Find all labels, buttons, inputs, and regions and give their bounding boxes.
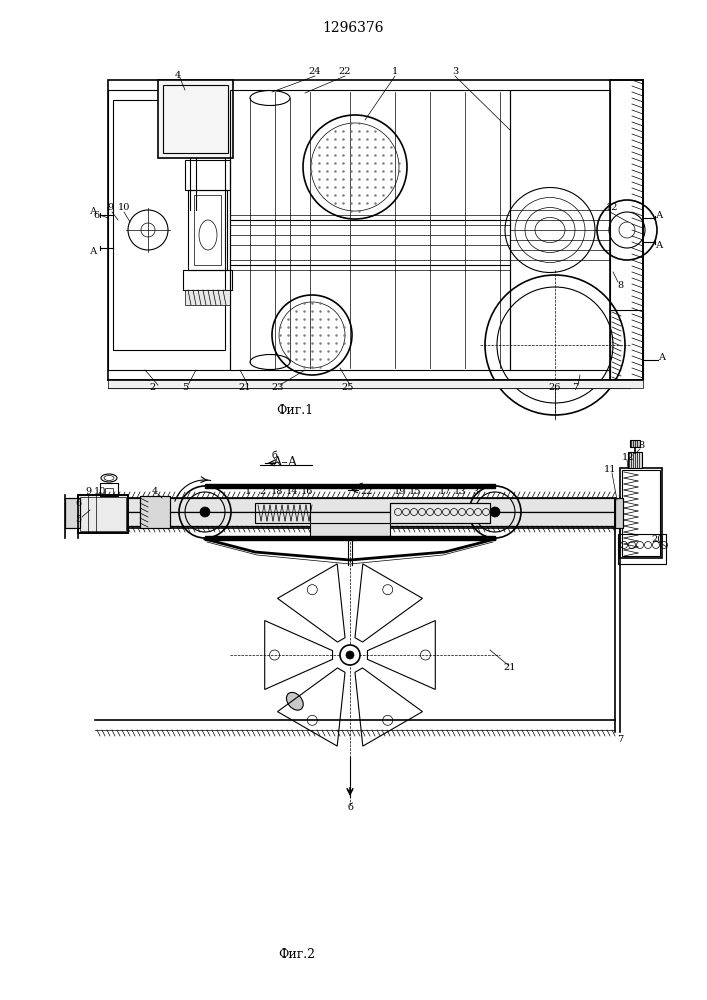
Bar: [618, 534, 666, 564]
Circle shape: [200, 507, 210, 517]
Text: 19: 19: [394, 487, 407, 495]
Bar: [163, 85, 228, 153]
Circle shape: [346, 651, 354, 659]
Bar: [610, 310, 643, 380]
Bar: [65, 498, 80, 528]
Bar: [615, 498, 623, 528]
Text: 16: 16: [300, 487, 313, 495]
Bar: [95, 498, 615, 528]
Text: A: A: [658, 354, 665, 362]
Bar: [95, 498, 615, 512]
Bar: [610, 80, 643, 380]
Text: 21: 21: [239, 383, 251, 392]
Text: 26: 26: [549, 383, 561, 392]
Text: 14: 14: [286, 487, 298, 495]
Text: 1: 1: [245, 487, 251, 495]
Bar: [78, 495, 128, 533]
Bar: [78, 495, 128, 533]
Bar: [510, 90, 610, 370]
Text: 15: 15: [409, 487, 421, 495]
Polygon shape: [205, 484, 495, 488]
Bar: [95, 512, 615, 526]
Text: 20: 20: [652, 536, 664, 544]
Text: 9: 9: [107, 204, 113, 213]
Text: 22: 22: [339, 68, 351, 77]
Ellipse shape: [286, 692, 303, 710]
Text: А: А: [90, 247, 98, 256]
Text: 4: 4: [152, 487, 158, 495]
Bar: [255, 503, 310, 523]
Text: 17: 17: [439, 487, 451, 495]
Text: 25: 25: [341, 383, 354, 392]
Bar: [185, 290, 230, 305]
Bar: [100, 483, 118, 496]
Text: 10: 10: [118, 204, 130, 213]
Bar: [95, 498, 615, 512]
Bar: [95, 512, 615, 526]
Bar: [390, 503, 490, 523]
Text: Фиг.1: Фиг.1: [276, 403, 314, 416]
Text: 18: 18: [271, 487, 284, 495]
Bar: [113, 100, 225, 350]
Text: Фиг.2: Фиг.2: [279, 948, 315, 962]
Bar: [620, 468, 662, 558]
Text: 7: 7: [617, 736, 623, 744]
Text: 4: 4: [175, 70, 181, 80]
Text: 8: 8: [638, 442, 644, 450]
Text: 9: 9: [85, 487, 91, 495]
Text: 3: 3: [472, 487, 478, 495]
Bar: [108, 80, 643, 380]
Text: 22: 22: [361, 487, 373, 495]
Text: б: б: [271, 450, 277, 460]
Text: 24: 24: [309, 68, 321, 77]
Bar: [630, 440, 640, 447]
Text: 23: 23: [271, 383, 284, 392]
Bar: [194, 195, 221, 265]
Text: 12: 12: [621, 452, 634, 462]
Text: 11: 11: [604, 466, 617, 475]
Bar: [622, 470, 660, 556]
Polygon shape: [205, 536, 495, 540]
Text: 8: 8: [617, 280, 623, 290]
Bar: [615, 498, 623, 528]
Text: 3: 3: [452, 68, 458, 77]
Bar: [310, 523, 390, 538]
Bar: [183, 270, 232, 290]
Bar: [80, 497, 126, 531]
Text: б: б: [357, 483, 363, 491]
Text: 13: 13: [454, 487, 466, 495]
Bar: [108, 90, 230, 370]
Bar: [108, 380, 643, 388]
Text: 2: 2: [260, 487, 266, 495]
Bar: [390, 503, 490, 523]
Text: А: А: [656, 240, 664, 249]
Text: б: б: [347, 802, 353, 812]
Text: А: А: [90, 208, 98, 217]
Text: 10: 10: [94, 487, 106, 495]
Bar: [628, 452, 642, 468]
Bar: [140, 496, 170, 528]
Text: 12: 12: [606, 204, 618, 213]
Text: 21: 21: [504, 664, 516, 672]
Text: 6: 6: [75, 498, 81, 508]
Text: 7: 7: [572, 383, 578, 392]
Bar: [105, 488, 113, 496]
Text: 6: 6: [93, 211, 99, 220]
Text: 1: 1: [392, 68, 398, 77]
Text: 5: 5: [75, 516, 81, 524]
Text: 2: 2: [150, 383, 156, 392]
Text: А: А: [656, 211, 664, 220]
Bar: [185, 160, 230, 190]
Text: 1296376: 1296376: [322, 21, 384, 35]
Circle shape: [340, 645, 360, 665]
Bar: [140, 496, 170, 528]
Bar: [188, 190, 227, 270]
Circle shape: [490, 507, 500, 517]
Bar: [158, 80, 233, 158]
Bar: [65, 498, 80, 528]
Bar: [230, 90, 510, 370]
Text: 5: 5: [182, 383, 188, 392]
Text: А–А: А–А: [272, 456, 298, 468]
